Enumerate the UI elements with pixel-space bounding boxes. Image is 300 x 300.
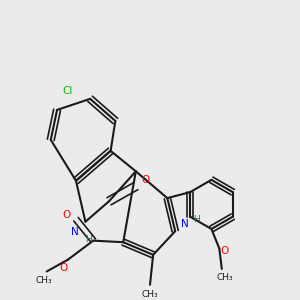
Text: O: O	[141, 176, 149, 185]
Text: N: N	[181, 219, 188, 229]
Text: CH₃: CH₃	[35, 277, 52, 286]
Text: O: O	[62, 210, 70, 220]
Text: O: O	[221, 246, 229, 256]
Text: CH₃: CH₃	[217, 273, 233, 282]
Text: Cl: Cl	[62, 86, 73, 96]
Text: O: O	[59, 263, 68, 273]
Text: N: N	[71, 227, 79, 237]
Text: CH₃: CH₃	[142, 290, 158, 299]
Text: H: H	[193, 215, 200, 224]
Text: H: H	[85, 236, 92, 244]
